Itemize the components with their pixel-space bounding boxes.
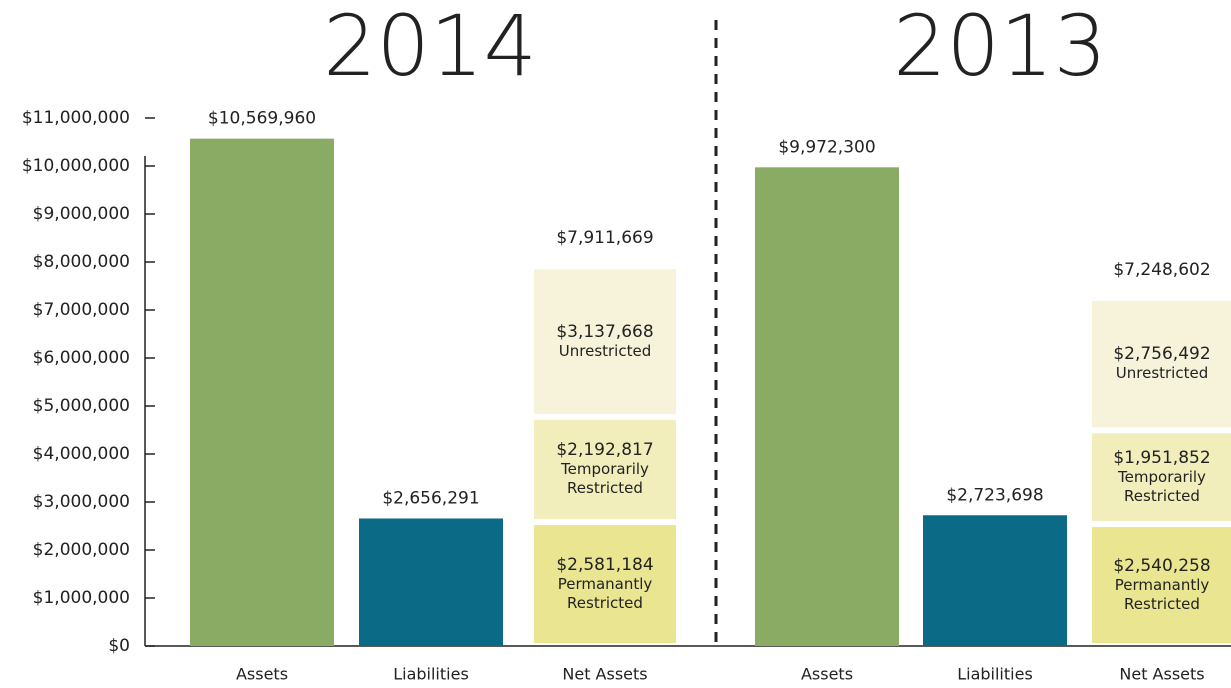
bar-segment bbox=[1092, 527, 1231, 643]
x-tick-label: Net Assets bbox=[1119, 665, 1204, 684]
panel-title: 2013 bbox=[893, 0, 1107, 95]
x-tick-label: Net Assets bbox=[562, 665, 647, 684]
y-tick-label: $6,000,000 bbox=[33, 348, 130, 368]
y-tick-label: $8,000,000 bbox=[33, 252, 130, 272]
segment-value: $2,540,258 bbox=[1113, 555, 1211, 576]
segment-name: Unrestricted bbox=[558, 341, 652, 360]
y-tick-label: $0 bbox=[108, 636, 130, 656]
value-label: $9,972,300 bbox=[778, 137, 875, 157]
segment-value: $2,192,817 bbox=[556, 439, 654, 460]
bar-segment bbox=[1092, 433, 1231, 522]
segment-name: Temporarily Restricted bbox=[561, 459, 649, 497]
y-tick-label: $9,000,000 bbox=[33, 204, 130, 224]
value-label: $10,569,960 bbox=[208, 109, 316, 129]
y-tick-label: $4,000,000 bbox=[33, 444, 130, 464]
bar bbox=[923, 515, 1067, 646]
segment-value: $2,581,184 bbox=[556, 554, 654, 575]
bar bbox=[190, 138, 334, 647]
y-tick-label: $1,000,000 bbox=[33, 588, 130, 608]
x-tick-label: Liabilities bbox=[393, 665, 469, 684]
panel-title: 2014 bbox=[323, 0, 537, 95]
x-tick-label: Assets bbox=[236, 665, 288, 684]
bar-segment bbox=[534, 525, 676, 643]
segment-name: Permanantly Restricted bbox=[557, 574, 653, 612]
x-tick-label: Liabilities bbox=[957, 665, 1033, 684]
y-tick-label: $7,000,000 bbox=[33, 300, 130, 320]
bar-segment bbox=[534, 419, 676, 520]
segment-name: Temporarily Restricted bbox=[1118, 467, 1206, 505]
bar-segment bbox=[534, 269, 676, 414]
segment-value: $1,951,852 bbox=[1113, 447, 1211, 468]
bar bbox=[359, 518, 503, 646]
value-label: $2,656,291 bbox=[382, 488, 479, 508]
y-tick-label: $5,000,000 bbox=[33, 396, 130, 416]
y-tick-label: $2,000,000 bbox=[33, 540, 130, 560]
y-tick-label: $11,000,000 bbox=[22, 108, 130, 128]
value-label: $7,911,669 bbox=[556, 228, 653, 248]
segment-value: $2,756,492 bbox=[1113, 344, 1211, 365]
x-tick-label: Assets bbox=[801, 665, 853, 684]
segment-name: Permanantly Restricted bbox=[1114, 575, 1210, 613]
segment-name: Unrestricted bbox=[1115, 364, 1209, 383]
y-tick-label: $3,000,000 bbox=[33, 492, 130, 512]
value-label: $2,723,698 bbox=[946, 485, 1043, 505]
bar-segment bbox=[1092, 301, 1231, 428]
y-tick-label: $10,000,000 bbox=[22, 156, 130, 176]
value-label: $7,248,602 bbox=[1113, 260, 1210, 280]
bar bbox=[755, 167, 899, 647]
segment-value: $3,137,668 bbox=[556, 321, 654, 342]
